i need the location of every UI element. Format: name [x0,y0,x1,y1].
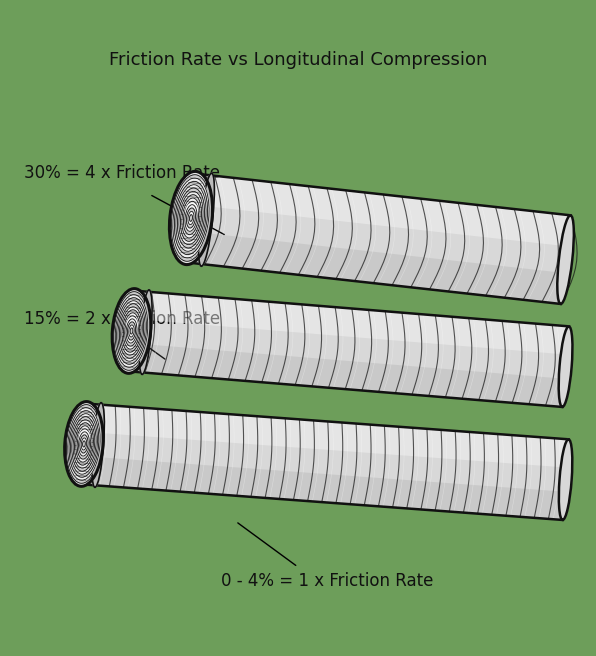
Ellipse shape [187,208,195,228]
Ellipse shape [190,215,193,221]
Ellipse shape [186,203,198,220]
Ellipse shape [119,304,144,358]
Ellipse shape [81,438,86,450]
Ellipse shape [112,289,151,373]
Polygon shape [186,174,570,304]
Text: Friction Rate vs Longitudinal Compression: Friction Rate vs Longitudinal Compressio… [109,51,487,70]
Polygon shape [128,291,569,407]
Ellipse shape [113,289,150,373]
Text: 15% = 2 x Friction Rate: 15% = 2 x Friction Rate [24,310,221,328]
Polygon shape [193,174,570,246]
Ellipse shape [92,403,104,487]
Ellipse shape [117,298,147,364]
Ellipse shape [80,435,88,453]
Ellipse shape [129,325,134,337]
Text: 30% = 4 x Friction Rate: 30% = 4 x Friction Rate [24,165,221,182]
Ellipse shape [72,417,96,471]
Ellipse shape [178,188,204,248]
Ellipse shape [558,326,573,407]
Ellipse shape [182,198,200,238]
Ellipse shape [66,405,101,483]
Ellipse shape [76,426,92,462]
Polygon shape [85,403,569,468]
Ellipse shape [130,328,133,334]
Polygon shape [186,232,564,304]
Ellipse shape [557,215,574,304]
Ellipse shape [122,310,141,352]
Ellipse shape [74,422,94,465]
Ellipse shape [198,173,215,266]
Ellipse shape [70,414,97,474]
Text: 0 - 4% = 1 x Friction Rate: 0 - 4% = 1 x Friction Rate [221,572,433,590]
Ellipse shape [115,295,148,367]
Ellipse shape [125,316,138,346]
Ellipse shape [172,174,210,261]
Ellipse shape [176,185,206,251]
Ellipse shape [173,178,209,258]
Ellipse shape [77,429,91,459]
Polygon shape [132,291,569,354]
Ellipse shape [120,307,142,355]
Ellipse shape [185,205,197,232]
Ellipse shape [114,292,149,370]
Ellipse shape [118,300,145,361]
Polygon shape [81,456,564,520]
Ellipse shape [73,420,95,468]
Ellipse shape [83,441,85,447]
Polygon shape [81,403,569,520]
Ellipse shape [188,211,194,224]
Ellipse shape [184,201,198,235]
Ellipse shape [79,430,90,445]
Ellipse shape [126,319,137,343]
Ellipse shape [559,440,572,520]
Ellipse shape [175,182,207,255]
Ellipse shape [170,171,212,264]
Ellipse shape [65,401,103,486]
Ellipse shape [139,290,152,375]
Ellipse shape [127,318,137,333]
Ellipse shape [64,401,103,486]
Ellipse shape [181,195,201,241]
Ellipse shape [68,407,100,480]
Ellipse shape [123,313,139,349]
Ellipse shape [128,322,135,340]
Polygon shape [128,343,564,407]
Ellipse shape [79,432,89,456]
Ellipse shape [179,192,203,245]
Ellipse shape [69,411,99,477]
Ellipse shape [169,171,213,264]
